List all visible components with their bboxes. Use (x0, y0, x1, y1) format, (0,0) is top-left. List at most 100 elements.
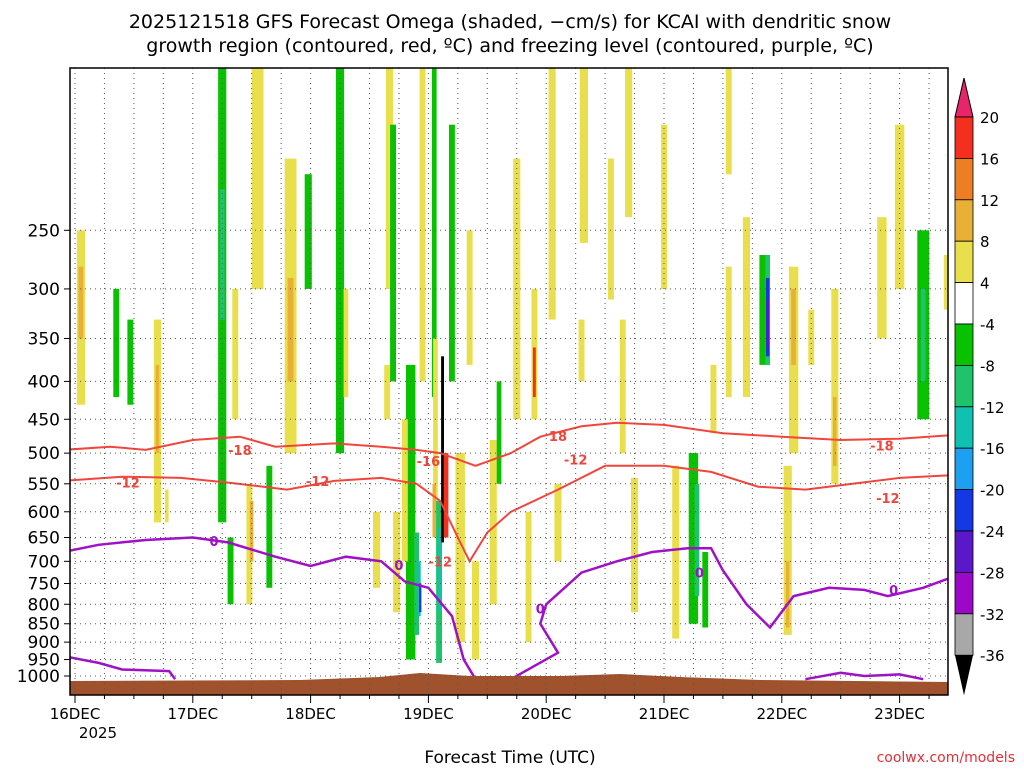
contour-zero-b (510, 546, 948, 681)
contour-label: -12 (876, 492, 900, 507)
omega-shade-cell (287, 278, 294, 382)
colorbar-segment (954, 116, 974, 159)
omega-shade-cell (249, 500, 254, 562)
x-tick-label: 21DEC (639, 705, 690, 723)
terrain-ground (70, 673, 948, 695)
colorbar-label: -24 (980, 523, 1005, 541)
contour-label: 0 (209, 535, 218, 550)
omega-shade-cell (165, 489, 169, 523)
omega-shade-cell (431, 68, 437, 398)
omega-shade-cell (401, 419, 408, 562)
x-tick-label: 17DEC (168, 705, 219, 723)
omega-shade-cell (78, 266, 84, 339)
x-tick-label: 23DEC (874, 705, 925, 723)
contour-label: 0 (536, 602, 545, 617)
colorbar-label: -16 (980, 440, 1005, 458)
omega-shade-cell (155, 364, 160, 454)
omega-shade-cell (525, 511, 532, 643)
omega-shade-cell (979, 538, 985, 562)
contour-label: -12 (428, 555, 452, 570)
omega-shade-cell (496, 381, 502, 484)
contour-label: -12 (564, 454, 588, 469)
omega-shade-cell (894, 124, 905, 289)
colorbar-segment (954, 447, 974, 491)
omega-shade-cell (127, 319, 134, 405)
omega-shade-cell (1007, 125, 1016, 243)
x-axis-label: Forecast Time (UTC) (424, 748, 595, 768)
colorbar-segment (954, 199, 974, 242)
y-tick-label: 700 (28, 552, 60, 572)
colorbar-segment (954, 572, 974, 615)
contour-label: -18 (870, 439, 894, 454)
omega-shade-cell (625, 68, 633, 218)
omega-shade-cell (532, 347, 536, 398)
x-tick-label: 20DEC (521, 705, 572, 723)
omega-shade-cell (373, 511, 381, 588)
omega-shade-cell (877, 217, 887, 339)
contour-label: 18 (549, 430, 567, 445)
omega-shade-cell (304, 174, 312, 289)
omega-shade-cell (759, 255, 769, 365)
contour-zero-d (805, 671, 924, 681)
y-tick-label: 800 (28, 595, 60, 615)
colorbar-segment (954, 282, 974, 325)
plot-background (70, 68, 948, 695)
y-tick-label: 350 (28, 329, 60, 349)
colorbar-label: -4 (980, 316, 995, 334)
omega-shade-cell (554, 483, 562, 562)
omega-shade-cell (432, 483, 436, 538)
omega-shade-cell (791, 288, 796, 365)
colorbar-segment (954, 530, 974, 573)
omega-shade-cell (335, 68, 345, 454)
omega-shade-cell (619, 319, 626, 454)
colorbar-segment (954, 364, 974, 408)
omega-shade-cell (548, 68, 556, 320)
y-tick-label: 450 (28, 410, 60, 430)
omega-shade-cell (449, 124, 455, 382)
contour-label: 0 (394, 559, 403, 574)
omega-shade-cell (783, 465, 792, 635)
contour-zero-a (70, 536, 477, 680)
y-tick-label: 850 (28, 615, 60, 635)
colorbar-label: -8 (980, 357, 995, 375)
contour-label: -12 (116, 477, 140, 492)
omega-shade-cell (631, 477, 639, 613)
y-tick-label: 550 (28, 475, 60, 495)
omega-shade-cell (672, 465, 680, 639)
omega-shade-cell (742, 217, 750, 398)
x-tick-label: 18DEC (285, 705, 336, 723)
credit-text: coolwx.com/models (877, 750, 1015, 766)
y-tick-label: 400 (28, 372, 60, 392)
colorbar-label: -32 (980, 606, 1005, 624)
omega-shade-cell (455, 453, 465, 643)
omega-shade-cell (725, 68, 732, 175)
omega-shade-cell (833, 397, 837, 466)
omega-shade-cell (251, 68, 264, 289)
omega-shade-cell (393, 511, 401, 613)
y-tick-label: 1000 (17, 667, 60, 687)
colorbar-segment (954, 613, 974, 656)
omega-shade-cell (113, 288, 120, 398)
omega-shade-cell (343, 288, 349, 398)
omega-shade-cell (661, 124, 667, 289)
omega-shade-cell (441, 356, 444, 543)
omega-shade-cell (466, 230, 473, 365)
y-tick-label: 300 (28, 280, 60, 300)
omega-shade-cell (246, 483, 253, 605)
omega-shade-cell (433, 338, 438, 538)
omega-shade-cell (390, 124, 396, 382)
omega-shade-cell (608, 158, 614, 300)
chart-title-line2: growth region (contoured, red, ºC) and f… (146, 35, 873, 57)
colorbar-label: -12 (980, 399, 1005, 417)
colorbar-label: 12 (980, 192, 999, 210)
omega-shade-cell (831, 288, 839, 484)
omega-shade-cell (702, 552, 709, 628)
contour-label: -16 (417, 455, 441, 470)
colorbar: 20 16 12 8 4 -4 -8 -12 -16 -20 -24 -28 -32 -36 (954, 77, 1005, 696)
x-tick-label: 16DEC (50, 705, 101, 723)
omega-shade-cell (579, 68, 588, 243)
omega-shade-cell (219, 189, 225, 320)
colorbar-label: -20 (980, 482, 1005, 500)
